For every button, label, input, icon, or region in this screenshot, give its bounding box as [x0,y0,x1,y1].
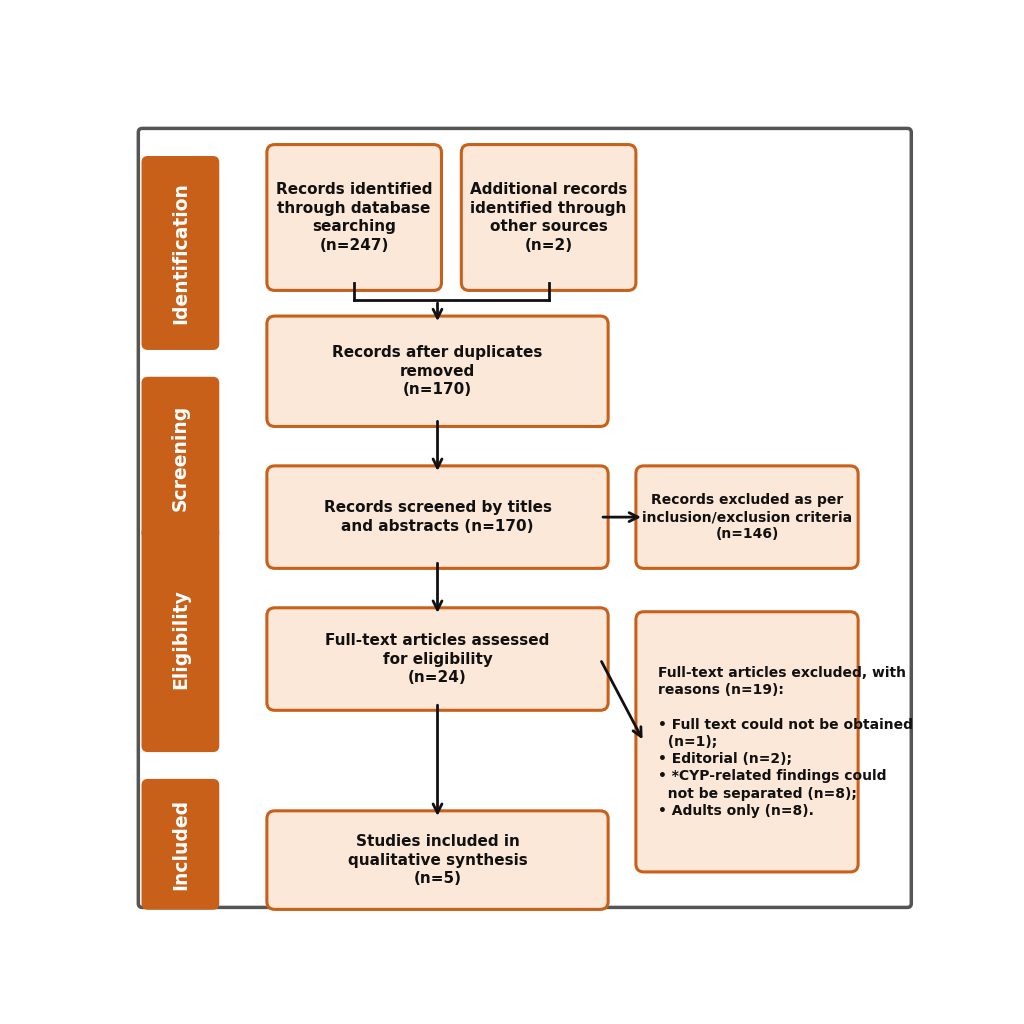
Text: Included: Included [171,799,189,890]
FancyBboxPatch shape [141,377,219,540]
FancyBboxPatch shape [141,526,219,752]
Text: Records identified
through database
searching
(n=247): Records identified through database sear… [275,182,432,253]
FancyBboxPatch shape [141,779,219,909]
FancyBboxPatch shape [267,144,441,291]
Text: Records screened by titles
and abstracts (n=170): Records screened by titles and abstracts… [324,501,552,534]
Text: Additional records
identified through
other sources
(n=2): Additional records identified through ot… [470,182,628,253]
Text: Eligibility: Eligibility [171,590,189,689]
FancyBboxPatch shape [636,611,858,872]
FancyBboxPatch shape [267,316,608,426]
FancyBboxPatch shape [141,156,219,350]
Text: Full-text articles excluded, with
reasons (n=19):

• Full text could not be obta: Full-text articles excluded, with reason… [658,666,913,818]
FancyBboxPatch shape [267,811,608,909]
FancyBboxPatch shape [138,128,911,907]
Text: Studies included in
qualitative synthesis
(n=5): Studies included in qualitative synthesi… [347,834,527,886]
FancyBboxPatch shape [267,608,608,711]
Text: Records excluded as per
inclusion/exclusion criteria
(n=146): Records excluded as per inclusion/exclus… [642,493,852,542]
Text: Screening: Screening [171,404,189,511]
Text: Records after duplicates
removed
(n=170): Records after duplicates removed (n=170) [333,345,543,397]
FancyBboxPatch shape [636,466,858,568]
Text: Identification: Identification [171,182,189,324]
FancyBboxPatch shape [267,466,608,568]
FancyBboxPatch shape [462,144,636,291]
Text: Full-text articles assessed
for eligibility
(n=24): Full-text articles assessed for eligibil… [326,633,550,685]
